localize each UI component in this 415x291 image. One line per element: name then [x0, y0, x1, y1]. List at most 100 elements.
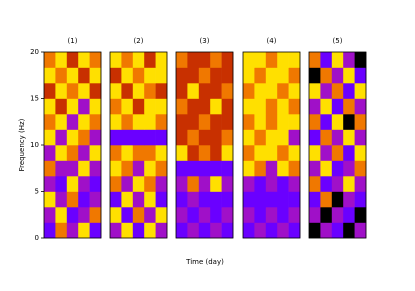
- heatmap-cell: [66, 129, 79, 146]
- heatmap-cell: [66, 114, 79, 130]
- heatmap-cell: [110, 145, 122, 161]
- heatmap-cell: [55, 176, 68, 192]
- heatmap-cell: [254, 160, 267, 177]
- heatmap-cell: [254, 52, 267, 68]
- heatmap-cell: [331, 83, 344, 99]
- heatmap-cell: [354, 191, 367, 208]
- heatmap-cell: [132, 207, 145, 223]
- heatmap-cell: [144, 129, 156, 146]
- heatmap-cell: [243, 207, 255, 223]
- heatmap-cell: [55, 83, 68, 99]
- heatmap-cell: [254, 207, 267, 223]
- heatmap-cell: [187, 67, 200, 84]
- panel-title: (5): [333, 37, 343, 45]
- heatmap-cell: [121, 222, 134, 239]
- heatmap-cell: [121, 176, 134, 192]
- heatmap-cell: [265, 129, 278, 146]
- heatmap-cell: [110, 191, 122, 208]
- heatmap-cell: [66, 98, 79, 115]
- heatmap-cell: [210, 191, 222, 208]
- y-tick-label: 0: [35, 234, 39, 242]
- heatmap-cell: [320, 129, 333, 146]
- heatmap-cell: [309, 222, 321, 239]
- heatmap-cell: [176, 67, 188, 84]
- heatmap-cell: [78, 207, 90, 223]
- heatmap-cell: [254, 145, 267, 161]
- heatmap-cell: [155, 176, 168, 192]
- heatmap-cell: [210, 145, 222, 161]
- heatmap-cell: [309, 114, 321, 130]
- heatmap-cell: [187, 52, 200, 68]
- heatmap-cell: [198, 52, 211, 68]
- heatmap-cell: [198, 83, 211, 99]
- heatmap-cell: [320, 52, 333, 68]
- heatmap-cell: [132, 191, 145, 208]
- heatmap-cell: [187, 160, 200, 177]
- heatmap-cell: [277, 207, 289, 223]
- heatmap-cell: [144, 52, 156, 68]
- heatmap-cell: [265, 83, 278, 99]
- heatmap-cell: [144, 83, 156, 99]
- heatmap-cell: [210, 129, 222, 146]
- y-tick-label: 20: [30, 48, 39, 56]
- heatmap-cell: [66, 145, 79, 161]
- heatmap-cell: [343, 67, 355, 84]
- heatmap-cell: [198, 98, 211, 115]
- heatmap-cell: [89, 176, 102, 192]
- heatmap-cell: [44, 145, 56, 161]
- heatmap-cell: [309, 67, 321, 84]
- heatmap-cell: [132, 52, 145, 68]
- heatmap-cell: [176, 145, 188, 161]
- heatmap-cell: [176, 207, 188, 223]
- heatmap-cell: [354, 160, 367, 177]
- heatmap-cell: [320, 67, 333, 84]
- heatmap-cell: [155, 160, 168, 177]
- heatmap-cell: [66, 176, 79, 192]
- heatmap-cell: [243, 52, 255, 68]
- y-tick-label: 10: [30, 141, 39, 149]
- heatmap-cell: [265, 98, 278, 115]
- heatmap-cell: [288, 222, 301, 239]
- y-axis-label: Frequency (Hz): [18, 118, 26, 171]
- panel-title: (3): [200, 37, 210, 45]
- heatmap-cell: [277, 114, 289, 130]
- heatmap-cell: [89, 114, 102, 130]
- x-axis-label: Time (day): [185, 258, 224, 266]
- heatmap-cell: [288, 160, 301, 177]
- heatmap-cell: [110, 98, 122, 115]
- heatmap-cell: [187, 176, 200, 192]
- heatmap-cell: [176, 52, 188, 68]
- heatmap-cell: [320, 114, 333, 130]
- heatmap-cell: [288, 129, 301, 146]
- heatmap-cell: [78, 145, 90, 161]
- heatmap-cell: [309, 145, 321, 161]
- heatmap-cell: [55, 98, 68, 115]
- heatmap-cell: [354, 176, 367, 192]
- heatmap-cell: [121, 114, 134, 130]
- heatmap-cell: [66, 191, 79, 208]
- heatmap-cell: [221, 176, 234, 192]
- heatmap-cell: [254, 67, 267, 84]
- heatmap-cell: [155, 52, 168, 68]
- heatmap-cell: [343, 191, 355, 208]
- heatmap-cell: [155, 191, 168, 208]
- heatmap-cell: [198, 207, 211, 223]
- heatmap-cell: [210, 160, 222, 177]
- heatmap-cell: [187, 145, 200, 161]
- heatmap-cell: [144, 160, 156, 177]
- heatmap-cell: [309, 191, 321, 208]
- heatmap-cell: [221, 160, 234, 177]
- heatmap-cell: [320, 222, 333, 239]
- heatmap-cell: [354, 52, 367, 68]
- heatmap-cell: [121, 129, 134, 146]
- heatmap-cell: [243, 145, 255, 161]
- heatmap-cell: [78, 67, 90, 84]
- heatmap-cell: [354, 207, 367, 223]
- panel-title: (2): [134, 37, 144, 45]
- heatmap-cell: [121, 191, 134, 208]
- heatmap-cell: [343, 160, 355, 177]
- heatmap-cell: [132, 114, 145, 130]
- heatmap-cell: [78, 98, 90, 115]
- heatmap-cell: [210, 114, 222, 130]
- heatmap-cell: [144, 207, 156, 223]
